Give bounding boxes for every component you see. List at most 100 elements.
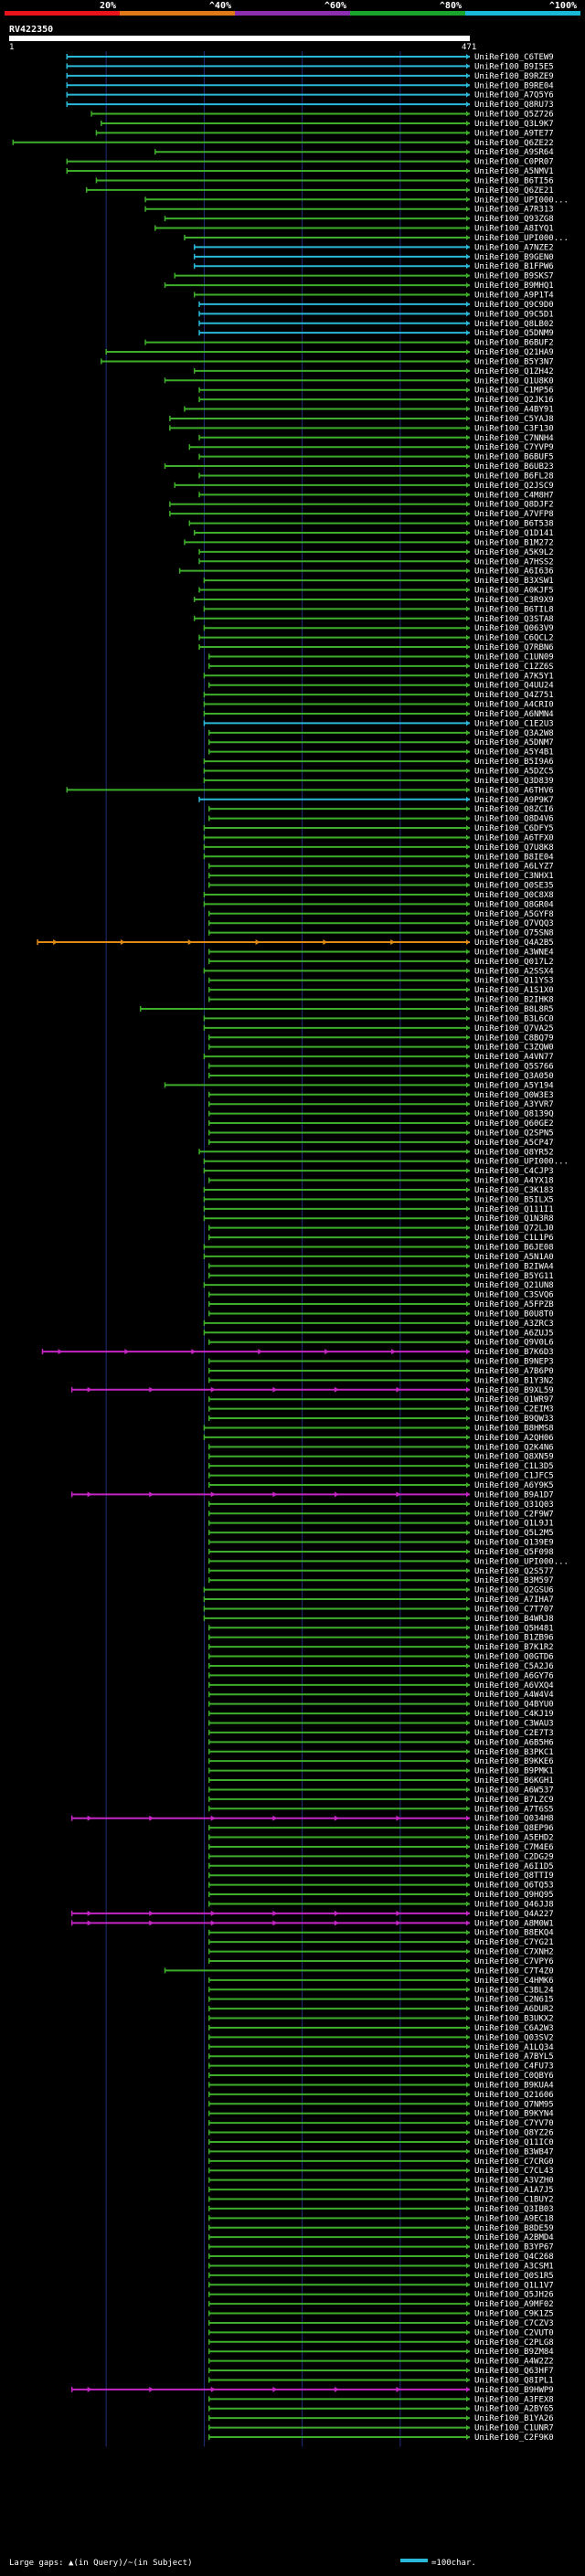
hit-label[interactable]: UniRef100_C7VPY6 [474,1957,554,1966]
hit-label[interactable]: UniRef100_A1S1X0 [474,986,554,995]
hit-label[interactable]: UniRef100_C2N615 [474,1996,554,2005]
hit-label[interactable]: UniRef100_C3WAU3 [474,1720,554,1729]
hit-label[interactable]: UniRef100_Q9HQ95 [474,1891,554,1900]
hit-label[interactable]: UniRef100_Q5DNM9 [474,329,554,338]
hit-label[interactable]: UniRef100_A3CSM1 [474,2262,554,2271]
hit-label[interactable]: UniRef100_C0QBY6 [474,2072,554,2081]
hit-label[interactable]: UniRef100_C1L3D5 [474,1462,554,1471]
hit-label[interactable]: UniRef100_C4HMK6 [474,1977,554,1986]
hit-label[interactable]: UniRef100_B2IWA4 [474,1262,554,1271]
hit-label[interactable]: UniRef100_A1LQ34 [474,2043,554,2052]
hit-label[interactable]: UniRef100_C7T707 [474,1605,554,1614]
hit-label[interactable]: UniRef100_B6FL28 [474,472,554,481]
hit-label[interactable]: UniRef100_Q111I1 [474,1205,554,1214]
hit-label[interactable]: UniRef100_A6GY76 [474,1671,554,1680]
hit-label[interactable]: UniRef100_A5DNM7 [474,738,554,747]
hit-label[interactable]: UniRef100_Q2GSU6 [474,1586,554,1595]
hit-label[interactable]: UniRef100_Q21606 [474,2091,554,2100]
hit-label[interactable]: UniRef100_B7LZC9 [474,1796,554,1805]
hit-label[interactable]: UniRef100_A2QH06 [474,1434,554,1443]
hit-label[interactable]: UniRef100_C6DFY5 [474,824,554,833]
hit-label[interactable]: UniRef100_Q31Q03 [474,1500,554,1510]
hit-label[interactable]: UniRef100_Q7U8K8 [474,843,554,853]
hit-label[interactable]: UniRef100_C1BUY2 [474,2196,554,2205]
hit-label[interactable]: UniRef100_Q0SE35 [474,882,554,891]
hit-label[interactable]: UniRef100_A2BY65 [474,2405,554,2414]
hit-label[interactable]: UniRef100_A3VZH0 [474,2177,554,2186]
hit-label[interactable]: UniRef100_Q5Z726 [474,111,554,120]
hit-label[interactable]: UniRef100_Q139E9 [474,1539,554,1548]
hit-label[interactable]: UniRef100_Q5L2M5 [474,1529,554,1538]
hit-label[interactable]: UniRef100_C7YV70 [474,2119,554,2128]
hit-label[interactable]: UniRef100_Q11YS3 [474,977,554,986]
hit-label[interactable]: UniRef100_Q8D4V6 [474,815,554,824]
hit-label[interactable]: UniRef100_A6NMN4 [474,710,554,719]
hit-label[interactable]: UniRef100_Q8139Q [474,1110,554,1119]
hit-label[interactable]: UniRef100_C1JFC5 [474,1472,554,1481]
hit-label[interactable]: UniRef100_B8HMS8 [474,1424,554,1433]
hit-label[interactable]: UniRef100_Q03SV2 [474,2033,554,2042]
hit-label[interactable]: UniRef100_Q75SN8 [474,929,554,938]
hit-label[interactable]: UniRef100_C7T4Z0 [474,1966,554,1976]
hit-label[interactable]: UniRef100_B1YA26 [474,2414,554,2423]
hit-label[interactable]: UniRef100_Q63HF7 [474,2367,554,2376]
hit-label[interactable]: UniRef100_UPI000... [474,1158,569,1167]
hit-label[interactable]: UniRef100_C7NNH4 [474,434,554,443]
hit-label[interactable]: UniRef100_C0PR07 [474,158,554,167]
hit-label[interactable]: UniRef100_Q017L2 [474,958,554,967]
hit-label[interactable]: UniRef100_A6LYZ7 [474,863,554,872]
hit-label[interactable]: UniRef100_A5FPZB [474,1300,554,1309]
hit-label[interactable]: UniRef100_Q8DJF2 [474,501,554,510]
hit-label[interactable]: UniRef100_C1UNR7 [474,2424,554,2433]
hit-label[interactable]: UniRef100_Q3A2W8 [474,729,554,738]
hit-label[interactable]: UniRef100_Q2JK16 [474,396,554,405]
hit-label[interactable]: UniRef100_B7K6D3 [474,1348,554,1357]
hit-label[interactable]: UniRef100_Q0C8X8 [474,891,554,900]
hit-label[interactable]: UniRef100_A6Y9K5 [474,1481,554,1490]
hit-label[interactable]: UniRef100_Q063V9 [474,624,554,633]
hit-label[interactable]: UniRef100_C3BL24 [474,1986,554,1995]
hit-label[interactable]: UniRef100_B6KGH1 [474,1776,554,1786]
hit-label[interactable]: UniRef100_Q1L9J1 [474,1520,554,1529]
hit-label[interactable]: UniRef100_A6VXQ4 [474,1681,554,1691]
hit-label[interactable]: UniRef100_C1L1P6 [474,1234,554,1243]
hit-label[interactable]: UniRef100_A5N1A0 [474,1253,554,1262]
hit-label[interactable]: UniRef100_A9MF02 [474,2300,554,2309]
hit-label[interactable]: UniRef100_Q4C268 [474,2253,554,2262]
hit-label[interactable]: UniRef100_Q8GR04 [474,900,554,909]
hit-label[interactable]: UniRef100_A0KJF5 [474,587,554,596]
hit-label[interactable]: UniRef100_C1UN09 [474,652,554,662]
hit-label[interactable]: UniRef100_A4W4V4 [474,1691,554,1700]
hit-label[interactable]: UniRef100_A7NZE2 [474,243,554,252]
hit-label[interactable]: UniRef100_A7HSS2 [474,557,554,567]
hit-label[interactable]: UniRef100_B8DE59 [474,2224,554,2233]
hit-label[interactable]: UniRef100_A9TE77 [474,129,554,138]
hit-label[interactable]: UniRef100_C4CJP3 [474,1167,554,1176]
hit-label[interactable]: UniRef100_C4FU73 [474,2062,554,2072]
hit-label[interactable]: UniRef100_Q8EP96 [474,1824,554,1833]
hit-label[interactable]: UniRef100_Q6ZE21 [474,186,554,196]
hit-label[interactable]: UniRef100_B0U8T0 [474,1309,554,1319]
hit-label[interactable]: UniRef100_A4W2Z2 [474,2358,554,2367]
hit-label[interactable]: UniRef100_B9RE04 [474,81,554,90]
hit-label[interactable]: UniRef100_C5A2J6 [474,1662,554,1671]
hit-label[interactable]: UniRef100_A4CRI0 [474,701,554,710]
hit-label[interactable]: UniRef100_B1Y3N2 [474,1376,554,1385]
hit-label[interactable]: UniRef100_A6TFX0 [474,833,554,843]
hit-label[interactable]: UniRef100_Q1D141 [474,529,554,538]
hit-label[interactable]: UniRef100_C9K1Z5 [474,2310,554,2319]
hit-label[interactable]: UniRef100_Q7VQQ3 [474,919,554,928]
hit-label[interactable]: UniRef100_Q6TQ53 [474,1882,554,1891]
hit-label[interactable]: UniRef100_Q0GTD6 [474,1653,554,1662]
hit-label[interactable]: UniRef100_Q034H8 [474,1815,554,1824]
hit-label[interactable]: UniRef100_Q8YR52 [474,1148,554,1157]
hit-label[interactable]: UniRef100_A5Y4B1 [474,748,554,758]
hit-label[interactable]: UniRef100_C2PLG8 [474,2338,554,2348]
hit-label[interactable]: UniRef100_Q46JJ8 [474,1900,554,1909]
hit-label[interactable]: UniRef100_Q8LB02 [474,320,554,329]
hit-label[interactable]: UniRef100_Q21HA9 [474,348,554,357]
hit-label[interactable]: UniRef100_A6I1D5 [474,1862,554,1871]
hit-label[interactable]: UniRef100_C8BQ79 [474,1034,554,1043]
hit-label[interactable]: UniRef100_A8M0W1 [474,1919,554,1928]
hit-label[interactable]: UniRef100_Q3D839 [474,777,554,786]
